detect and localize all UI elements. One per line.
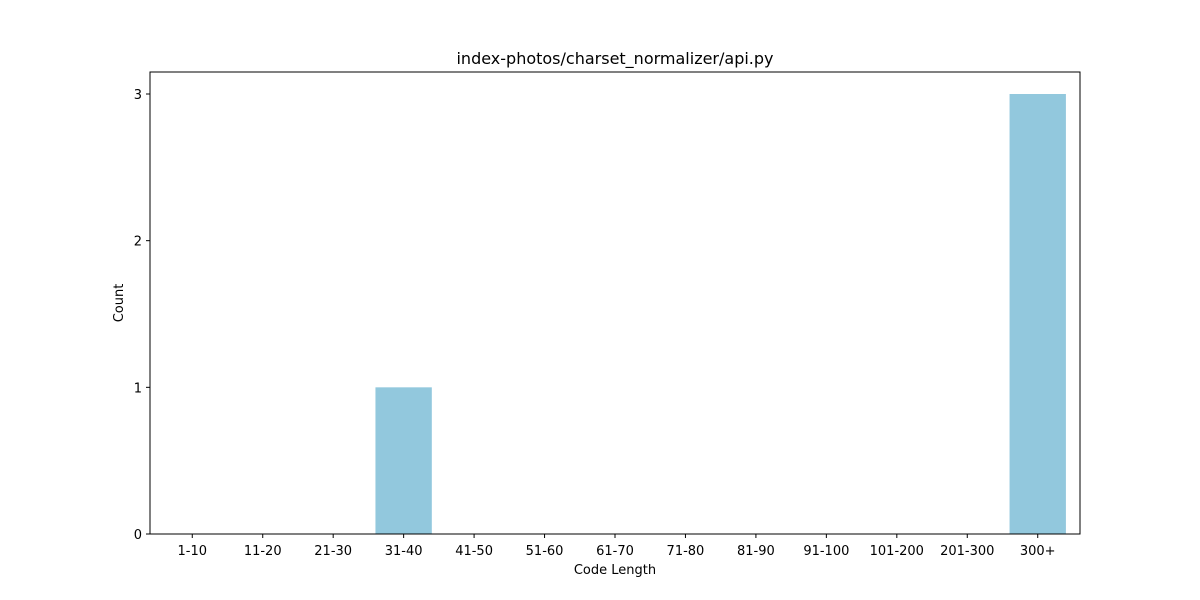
bar-31-40 [375, 387, 432, 534]
x-axis-ticks: 1-10 11-20 21-30 31-40 41-50 51-60 61-70 71-80 8… [178, 534, 1056, 559]
x-tick-label: 11-20 [244, 544, 282, 559]
bars-group [375, 94, 1066, 534]
x-tick-label: 31-40 [385, 544, 423, 559]
y-axis-ticks: 0 1 2 3 [134, 88, 150, 543]
y-axis-label: Count [112, 284, 127, 323]
y-tick-label: 3 [134, 88, 142, 103]
x-tick-label: 81-90 [737, 544, 775, 559]
x-axis-label: Code Length [574, 563, 656, 578]
x-tick-label: 201-300 [940, 544, 994, 559]
plot-frame [149, 71, 1081, 535]
x-tick-label: 300+ [1020, 544, 1056, 559]
x-tick-label: 71-80 [667, 544, 705, 559]
y-tick-label: 2 [134, 235, 142, 250]
y-tick-label: 1 [134, 381, 142, 396]
x-tick-label: 41-50 [455, 544, 493, 559]
x-tick-label: 51-60 [526, 544, 564, 559]
bar-300+ [1009, 94, 1066, 534]
x-tick-label: 21-30 [314, 544, 352, 559]
x-tick-label: 1-10 [178, 544, 208, 559]
chart-title: index-photos/charset_normalizer/api.py [456, 49, 773, 69]
x-tick-label: 61-70 [596, 544, 634, 559]
x-tick-label: 101-200 [870, 544, 924, 559]
y-tick-label: 0 [134, 528, 142, 543]
x-tick-label: 91-100 [803, 544, 849, 559]
